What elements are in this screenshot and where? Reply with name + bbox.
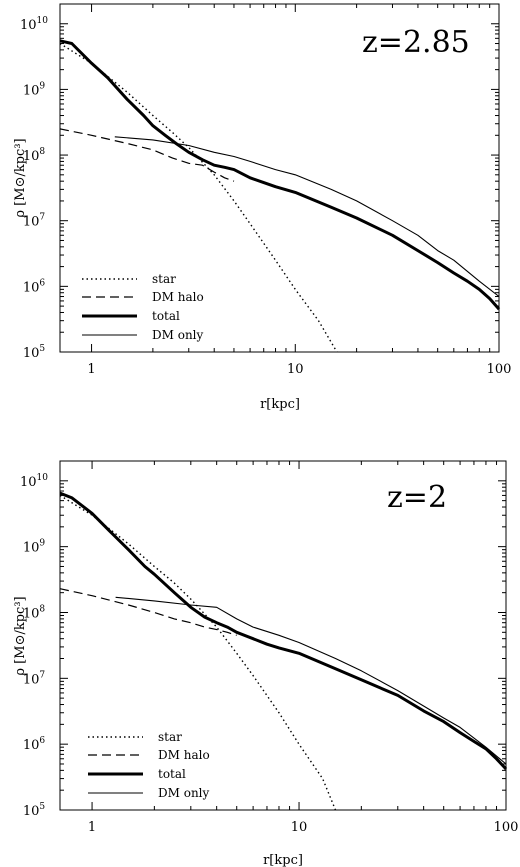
data-lines (59, 491, 508, 811)
legend-label-star: star (158, 730, 182, 744)
legend-label-star: star (152, 272, 176, 286)
legend-label-total: total (152, 309, 180, 323)
redshift-label: z=2 (387, 480, 447, 515)
redshift-label: z=2.85 (362, 25, 470, 60)
x-axis-label: r[kpc] (260, 397, 300, 412)
legend: star DM halo total DM only (82, 272, 204, 342)
series-line-dm-halo (59, 128, 235, 182)
y-tick-label: 1010 (20, 16, 48, 33)
series-line-star (59, 42, 338, 353)
legend-label-dm-halo: DM halo (158, 748, 210, 762)
series-line-total (59, 39, 501, 311)
series-line-dm-halo (59, 588, 237, 636)
y-tick-label: 105 (23, 802, 46, 819)
y-tick-label: 106 (23, 278, 46, 295)
legend-label-dm-halo: DM halo (152, 290, 204, 304)
series-line-total (59, 491, 508, 771)
plot-frame (59, 460, 507, 811)
y-axis-label: ρ [M⊙/kpc³] (13, 138, 28, 217)
legend: star DM halo total DM only (88, 730, 210, 800)
x-axis-label: r[kpc] (263, 853, 303, 867)
series-line-dm-only (114, 136, 500, 297)
x-tick-label: 1 (88, 820, 96, 835)
y-tick-label: 106 (23, 736, 46, 753)
x-tick-label: 100 (494, 820, 519, 835)
x-tick-label: 10 (291, 820, 308, 835)
y-tick-label: 109 (23, 81, 46, 98)
legend-label-total: total (158, 767, 186, 781)
y-tick-label: 1010 (20, 473, 48, 490)
x-tick-label: 100 (487, 362, 512, 377)
data-lines (59, 39, 501, 353)
y-tick-label: 109 (23, 539, 46, 556)
x-tick-label: 1 (87, 362, 95, 377)
y-axis-label: ρ [M⊙/kpc³] (13, 596, 28, 675)
legend-label-dm-only: DM only (158, 786, 210, 800)
y-tick-label: 105 (23, 344, 46, 361)
x-tick-label: 10 (287, 362, 304, 377)
legend-label-dm-only: DM only (152, 328, 204, 342)
series-line-dm-only (115, 596, 507, 765)
plot-frame (59, 3, 500, 353)
